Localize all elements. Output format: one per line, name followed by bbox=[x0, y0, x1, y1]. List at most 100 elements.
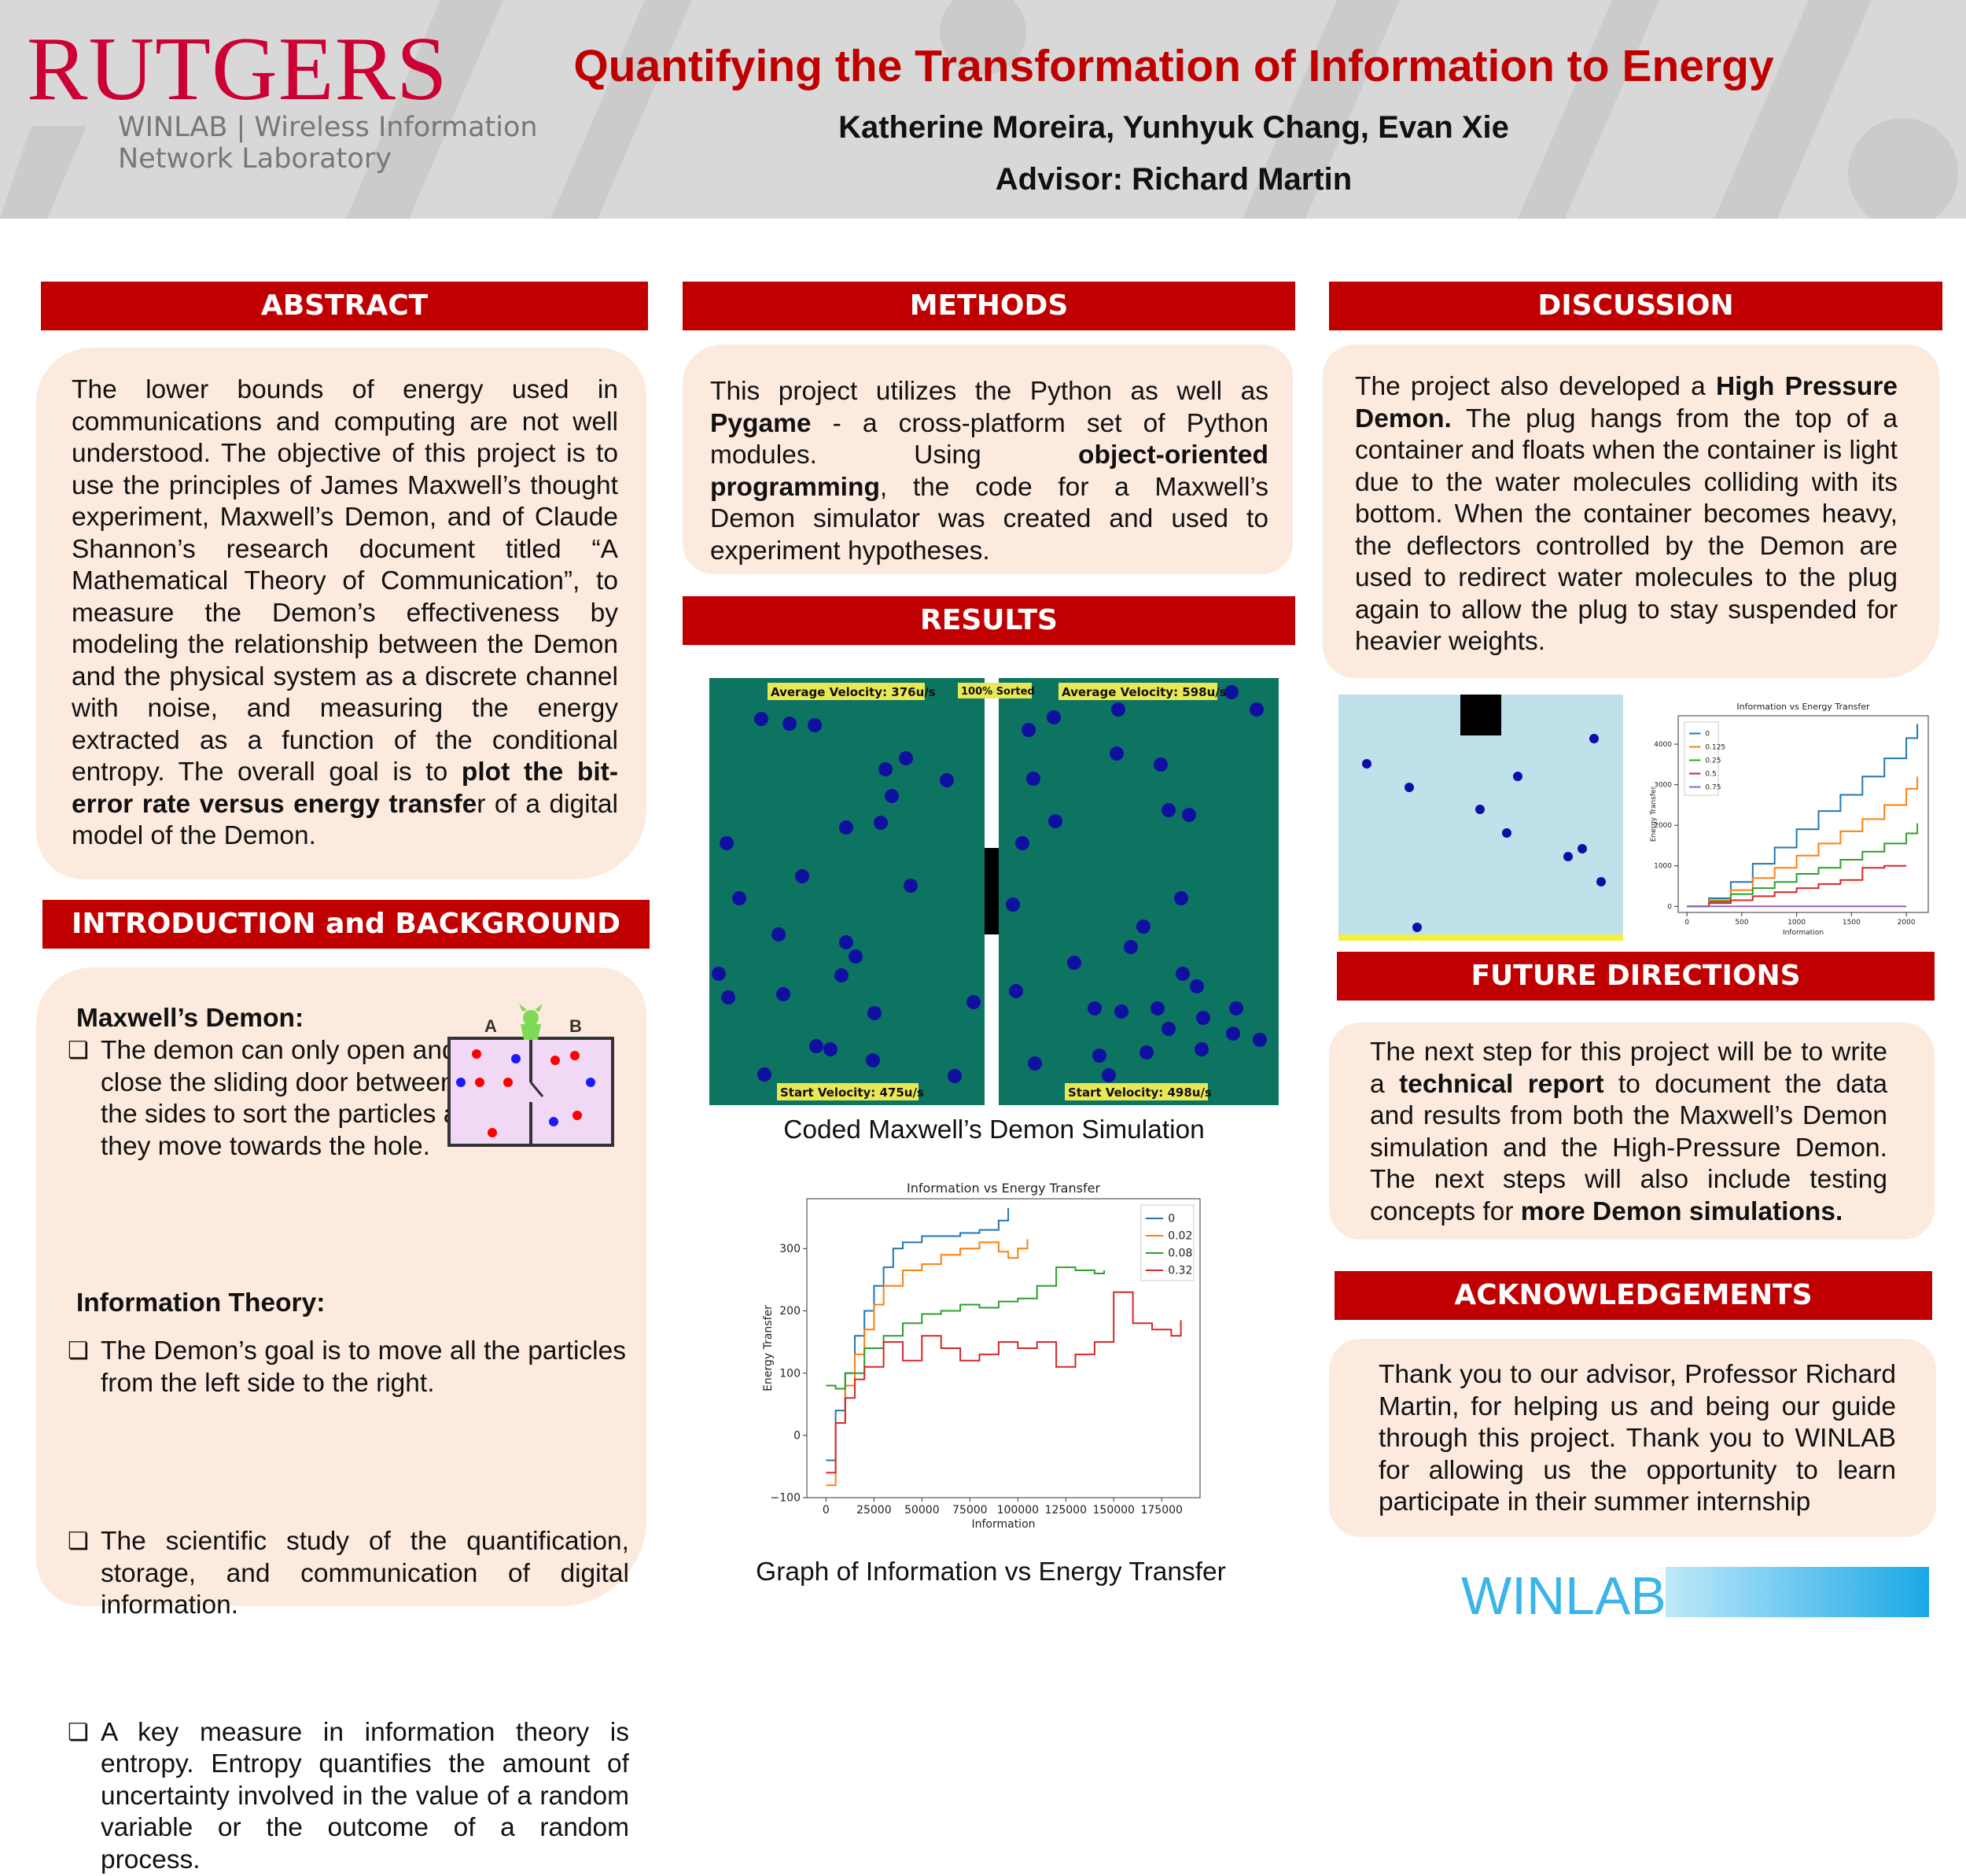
results-heading: RESULTS bbox=[683, 596, 1295, 645]
poster-header: RUTGERS WINLAB | Wireless Information Ne… bbox=[0, 0, 1966, 219]
y-tick-label: 1000 bbox=[1654, 863, 1672, 871]
x-tick-label: 1500 bbox=[1843, 919, 1861, 927]
bullet-text: The demon can only open and close the sl… bbox=[101, 1036, 471, 1161]
poster-authors: Katherine Moreira, Yunhyuk Chang, Evan X… bbox=[550, 104, 1797, 151]
winlab-logo-svg: WINLAB bbox=[1460, 1565, 1931, 1620]
x-tick-label: 125000 bbox=[1045, 1504, 1087, 1517]
simulation-caption: Coded Maxwell’s Demon Simulation bbox=[683, 1115, 1305, 1145]
y-axis-label: Energy Transfer bbox=[762, 1305, 775, 1391]
y-tick-label: 200 bbox=[779, 1305, 801, 1318]
x-tick-label: 75000 bbox=[952, 1504, 988, 1517]
x-axis-label: Information bbox=[971, 1518, 1035, 1531]
bullet-text: A key measure in information theory is e… bbox=[101, 1718, 629, 1874]
x-tick-label: 100000 bbox=[997, 1504, 1039, 1517]
sim-avg-velocity-left: Average Velocity: 376u/s bbox=[771, 685, 936, 699]
energy-chart-svg: Information vs Energy Transfer 0 25000 5000… bbox=[739, 1170, 1227, 1546]
lab-line-1: WINLAB | Wireless Information bbox=[118, 112, 538, 143]
methods-text: This project utilizes the Python as well… bbox=[710, 376, 1268, 567]
bullet-marker: ❏ bbox=[68, 1336, 89, 1368]
x-tick-label: 25000 bbox=[856, 1504, 892, 1517]
legend-label-0.08: 0.08 bbox=[1168, 1248, 1192, 1260]
x-tick-label: 0 bbox=[1684, 919, 1689, 927]
future-heading: FUTURE DIRECTIONS bbox=[1337, 952, 1935, 1001]
methods-heading: METHODS bbox=[683, 282, 1295, 330]
sim-start-velocity-left: Start Velocity: 475u/s bbox=[780, 1085, 924, 1100]
y-axis-label: Energy Transfer bbox=[1650, 786, 1658, 842]
future-text: The next step for this project will be t… bbox=[1370, 1037, 1887, 1228]
maxwell-simulation-screenshot: Average Velocity: 376u/s 100% Sorted Ave… bbox=[709, 678, 1279, 1105]
ack-text: Thank you to our advisor, Professor Rich… bbox=[1379, 1359, 1896, 1519]
bullet-text: The scientific study of the quantificati… bbox=[101, 1527, 629, 1620]
bullet-text: The Demon’s goal is to move all the part… bbox=[101, 1336, 626, 1398]
energy-chart-main: Information vs Energy Transfer 0 25000 5000… bbox=[739, 1170, 1227, 1546]
ack-heading: ACKNOWLEDGEMENTS bbox=[1335, 1271, 1932, 1320]
bullet-marker: ❏ bbox=[68, 1717, 89, 1749]
x-tick-label: 1000 bbox=[1787, 919, 1806, 927]
methods-text-bold: Pygame bbox=[710, 409, 812, 438]
discussion-text-part: The project also developed a bbox=[1355, 372, 1716, 401]
legend-label-0.25: 0.25 bbox=[1705, 757, 1721, 765]
y-tick-label: 100 bbox=[779, 1367, 801, 1380]
winlab-subtitle: WINLAB | Wireless Information Network La… bbox=[118, 112, 538, 175]
simulation-door bbox=[985, 848, 999, 934]
simulation-canvas: Average Velocity: 376u/s 100% Sorted Ave… bbox=[709, 678, 1279, 1105]
lab-line-2: Network Laboratory bbox=[118, 143, 538, 175]
sim-sorted-label: 100% Sorted bbox=[961, 686, 1035, 698]
bullet-marker: ❏ bbox=[68, 1035, 89, 1067]
hp-canvas bbox=[1338, 695, 1623, 941]
graph-caption: Graph of Information vs Energy Transfer bbox=[683, 1557, 1299, 1587]
x-tick-label: 500 bbox=[1735, 919, 1748, 927]
y-tick-label: −100 bbox=[771, 1492, 801, 1505]
x-axis-label: Information bbox=[1783, 929, 1824, 937]
rutgers-logo: RUTGERS bbox=[27, 24, 448, 115]
intro-bullet-4: ❏ A key measure in information theory is … bbox=[68, 1717, 629, 1876]
intro-bullet-1: ❏ The demon can only open and close the s… bbox=[68, 1035, 473, 1163]
energy-chart-secondary-svg: Information vs Energy Transfer 0 500 1000 15… bbox=[1631, 697, 1942, 950]
abstract-heading: ABSTRACT bbox=[41, 282, 648, 330]
y-tick-label: 300 bbox=[779, 1243, 801, 1255]
maxwell-demon-diagram: A B bbox=[445, 1004, 618, 1150]
winlab-logo-bar bbox=[1666, 1567, 1929, 1617]
legend-label-0.125: 0.125 bbox=[1705, 744, 1725, 752]
high-pressure-demon-screenshot bbox=[1338, 695, 1623, 941]
discussion-text: The project also developed a High Pressu… bbox=[1355, 371, 1898, 658]
y-tick-label: 0 bbox=[793, 1430, 801, 1443]
discussion-text-part: The plug hangs from the top of a contain… bbox=[1355, 404, 1898, 657]
abstract-text-part: The lower bounds of energy used in commu… bbox=[72, 375, 618, 787]
hp-particles bbox=[1362, 734, 1606, 932]
methods-text-part: This project utilizes the Python as well… bbox=[710, 377, 1268, 406]
intro-heading: INTRODUCTION and BACKGROUND bbox=[42, 900, 650, 949]
hp-plug bbox=[1460, 695, 1501, 735]
legend-label-0.32: 0.32 bbox=[1168, 1265, 1192, 1277]
bullet-marker: ❏ bbox=[68, 1526, 89, 1558]
legend-label-0.02: 0.02 bbox=[1168, 1230, 1192, 1243]
demon-icon bbox=[519, 1004, 543, 1040]
hp-floor bbox=[1338, 934, 1623, 941]
diagram-label-b: B bbox=[569, 1016, 582, 1036]
intro-bullet-3: ❏ The scientific study of the quantificat… bbox=[68, 1526, 629, 1622]
legend-label-0.75: 0.75 bbox=[1705, 784, 1721, 792]
x-tick-label: 0 bbox=[823, 1504, 830, 1517]
diagram-label-a: A bbox=[484, 1016, 497, 1036]
future-text-bold: more Demon simulations. bbox=[1521, 1197, 1843, 1226]
legend-label-0.5: 0.5 bbox=[1705, 771, 1716, 779]
sim-start-velocity-right: Start Velocity: 498u/s bbox=[1068, 1085, 1212, 1100]
y-tick-label: 0 bbox=[1667, 903, 1672, 911]
sim-avg-velocity-right: Average Velocity: 598u/s bbox=[1062, 685, 1227, 699]
poster-title: Quantifying the Transformation of Inform… bbox=[550, 39, 1797, 93]
x-tick-label: 2000 bbox=[1898, 919, 1916, 927]
legend-label-0: 0 bbox=[1705, 731, 1710, 739]
abstract-text: The lower bounds of energy used in commu… bbox=[72, 374, 618, 853]
energy-chart-secondary: Information vs Energy Transfer 0 500 1000 15… bbox=[1631, 697, 1942, 950]
poster-advisor: Advisor: Richard Martin bbox=[550, 156, 1797, 203]
chart-title: Information vs Energy Transfer bbox=[907, 1181, 1100, 1196]
intro-subheading-info: Information Theory: bbox=[76, 1288, 325, 1318]
x-tick-label: 50000 bbox=[904, 1504, 940, 1517]
intro-subheading-demon: Maxwell’s Demon: bbox=[76, 1004, 304, 1034]
intro-bullet-2: ❏ The Demon’s goal is to move all the par… bbox=[68, 1336, 626, 1399]
winlab-logo: WINLAB bbox=[1460, 1565, 1931, 1624]
future-text-bold: technical report bbox=[1399, 1070, 1603, 1099]
winlab-logo-text: WINLAB bbox=[1461, 1566, 1666, 1620]
chart-title: Information vs Energy Transfer bbox=[1736, 702, 1870, 712]
x-tick-label: 175000 bbox=[1140, 1504, 1182, 1517]
